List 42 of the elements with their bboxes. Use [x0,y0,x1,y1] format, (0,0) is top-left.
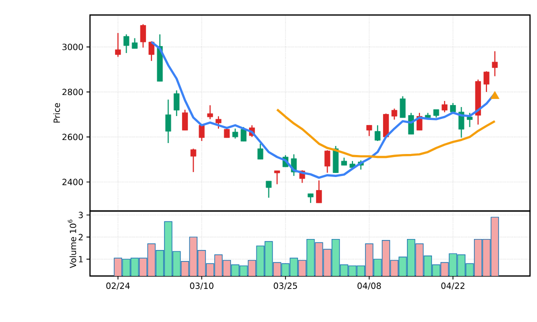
y-tick-label: 2400 [62,178,83,186]
candlestick [216,116,222,130]
x-tick-label: 04/08 [358,282,381,290]
candlestick [442,100,448,113]
candlestick [391,108,398,120]
candlestick [308,193,314,204]
candlestick [374,124,380,142]
y-tick-label: 1 [79,256,83,262]
candlestick [316,180,322,204]
y-tick-label: 2 [78,234,83,240]
candlestick [115,32,121,58]
candlestick [484,70,490,93]
x-tick-label: 03/10 [190,282,214,290]
candlestick [232,128,238,140]
candlestick [182,109,188,131]
y-axis-title: Price [53,103,60,123]
candlestick [123,34,130,54]
candlestick [165,99,172,144]
candlestick [366,124,372,137]
x-tick-label: 03/25 [274,282,297,290]
candlestick [174,90,180,117]
candlestick [140,24,146,48]
candlestick [257,143,264,160]
y-tick-label: 3 [78,212,83,218]
candlestick [492,50,498,77]
candlestick [132,38,138,50]
x-tick-label: 02/24 [106,282,130,290]
candlestick [207,104,213,120]
line-series [276,108,496,158]
y-tick-label: 3000 [62,44,83,50]
y-axis-title: Volume 10$^{6}$ [68,220,76,268]
candlestick [324,150,330,174]
y-tick-label: 2600 [62,134,83,140]
candlestick [266,180,272,198]
y-tick-label: 2800 [62,88,83,96]
x-tick-label: 04/22 [441,282,464,290]
candlestick [274,170,280,185]
candlestick [458,106,464,138]
candlestick [400,96,406,118]
candlestick [190,148,196,173]
candlestick [240,126,246,142]
candlestick [466,112,473,128]
